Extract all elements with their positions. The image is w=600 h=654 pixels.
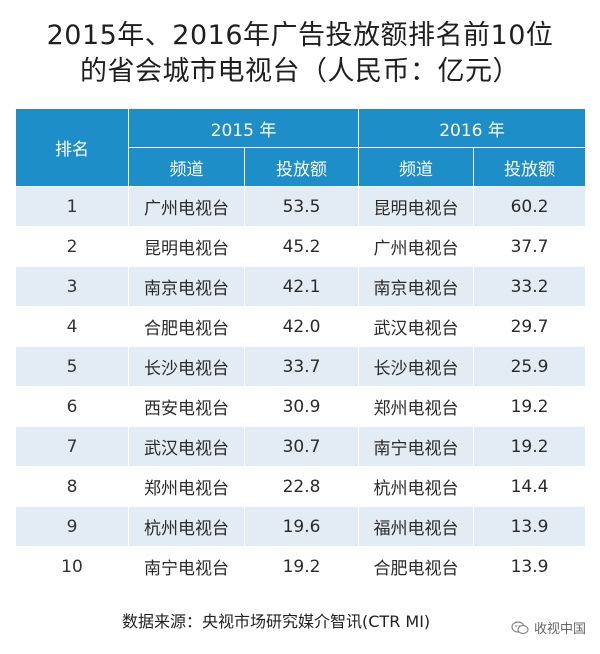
watermark-text: 收视中国	[533, 622, 586, 637]
rank-cell: 8	[15, 466, 129, 507]
rank-cell: 1	[15, 186, 129, 227]
channel-2016-cell: 长沙电视台	[358, 346, 475, 387]
table-row: 7 武汉电视台 30.7 南宁电视台 19.2	[15, 426, 587, 467]
header-row-columns: 频道 投放额 频道 投放额	[16, 147, 587, 187]
channel-2016-cell: 郑州电视台	[358, 386, 475, 427]
ranking-table: 排名 2015 年 2016 年 频道 投放额 频道 投放额 1 广州电视台 5…	[15, 108, 587, 587]
column-header-amount-2015: 投放额	[243, 147, 360, 187]
amount-2015-cell: 33.7	[243, 346, 360, 387]
channel-2015-cell: 广州电视台	[128, 186, 245, 227]
title-line-1: 2015年、2016年广告投放额排名前10位	[46, 20, 554, 51]
rank-cell: 6	[15, 386, 129, 427]
rank-cell: 3	[15, 266, 129, 307]
amount-2015-cell: 22.8	[243, 466, 360, 507]
year-header-2015: 2015 年	[127, 108, 360, 148]
amount-2016-cell: 25.9	[473, 346, 587, 387]
column-header-amount-2016: 投放额	[473, 147, 587, 187]
channel-2016-cell: 合肥电视台	[358, 546, 475, 587]
channel-2015-cell: 武汉电视台	[128, 426, 245, 467]
data-source-note: 数据来源：央视市场研究媒介智讯(CTR MI)	[122, 612, 431, 631]
channel-2015-cell: 合肥电视台	[128, 306, 245, 347]
channel-2015-cell: 南宁电视台	[128, 546, 245, 587]
amount-2015-cell: 19.6	[243, 506, 360, 547]
channel-2016-cell: 福州电视台	[358, 506, 475, 547]
table-row: 5 长沙电视台 33.7 长沙电视台 25.9	[15, 346, 587, 387]
rank-cell: 9	[15, 506, 129, 547]
amount-2016-cell: 37.7	[473, 226, 587, 267]
amount-2016-cell: 19.2	[473, 426, 587, 467]
watermark: 收视中国	[511, 618, 586, 637]
rank-header: 排名	[15, 108, 129, 187]
amount-2015-cell: 42.1	[243, 266, 360, 307]
table-row: 10 南宁电视台 19.2 合肥电视台 13.9	[15, 546, 587, 587]
column-header-channel-2015: 频道	[128, 147, 245, 187]
channel-2015-cell: 昆明电视台	[128, 226, 245, 267]
channel-2016-cell: 广州电视台	[358, 226, 475, 267]
table-row: 2 昆明电视台 45.2 广州电视台 37.7	[15, 226, 587, 267]
channel-2016-cell: 杭州电视台	[358, 466, 475, 507]
channel-2016-cell: 武汉电视台	[358, 306, 475, 347]
rank-cell: 10	[15, 546, 129, 587]
channel-2015-cell: 杭州电视台	[128, 506, 245, 547]
rank-cell: 5	[15, 346, 129, 387]
table-row: 1 广州电视台 53.5 昆明电视台 60.2	[15, 186, 587, 227]
amount-2016-cell: 13.9	[473, 546, 587, 587]
amount-2016-cell: 14.4	[473, 466, 587, 507]
channel-2015-cell: 南京电视台	[128, 266, 245, 307]
amount-2015-cell: 19.2	[243, 546, 360, 587]
header-row-years: 排名 2015 年 2016 年	[15, 108, 587, 187]
channel-2016-cell: 南宁电视台	[358, 426, 475, 467]
amount-2015-cell: 45.2	[243, 226, 360, 267]
channel-2015-cell: 西安电视台	[128, 386, 245, 427]
channel-2016-cell: 昆明电视台	[358, 186, 475, 227]
amount-2015-cell: 53.5	[243, 186, 360, 227]
amount-2016-cell: 19.2	[473, 386, 587, 427]
amount-2015-cell: 30.9	[243, 386, 360, 427]
amount-2016-cell: 60.2	[473, 186, 587, 227]
amount-2016-cell: 13.9	[473, 506, 587, 547]
amount-2016-cell: 33.2	[473, 266, 587, 307]
rank-cell: 4	[15, 306, 129, 347]
amount-2016-cell: 29.7	[473, 306, 587, 347]
rank-cell: 7	[15, 426, 129, 467]
amount-2015-cell: 30.7	[243, 426, 360, 467]
rank-cell: 2	[15, 226, 129, 267]
page-title: 2015年、2016年广告投放额排名前10位 的省会城市电视台（人民币：亿元）	[0, 18, 600, 90]
table-row: 4 合肥电视台 42.0 武汉电视台 29.7	[15, 306, 587, 347]
table-row: 3 南京电视台 42.1 南京电视台 33.2	[15, 266, 587, 307]
table-row: 6 西安电视台 30.9 郑州电视台 19.2	[15, 386, 587, 427]
table-row: 8 郑州电视台 22.8 杭州电视台 14.4	[15, 466, 587, 507]
channel-2016-cell: 南京电视台	[358, 266, 475, 307]
amount-2015-cell: 42.0	[243, 306, 360, 347]
title-line-2: 的省会城市电视台（人民币：亿元）	[80, 56, 520, 87]
table-row: 9 杭州电视台 19.6 福州电视台 13.9	[15, 506, 587, 547]
channel-2015-cell: 长沙电视台	[128, 346, 245, 387]
column-header-channel-2016: 频道	[358, 147, 475, 187]
year-header-2016: 2016 年	[358, 108, 587, 148]
channel-2015-cell: 郑州电视台	[128, 466, 245, 507]
wechat-logo-icon	[511, 620, 529, 634]
